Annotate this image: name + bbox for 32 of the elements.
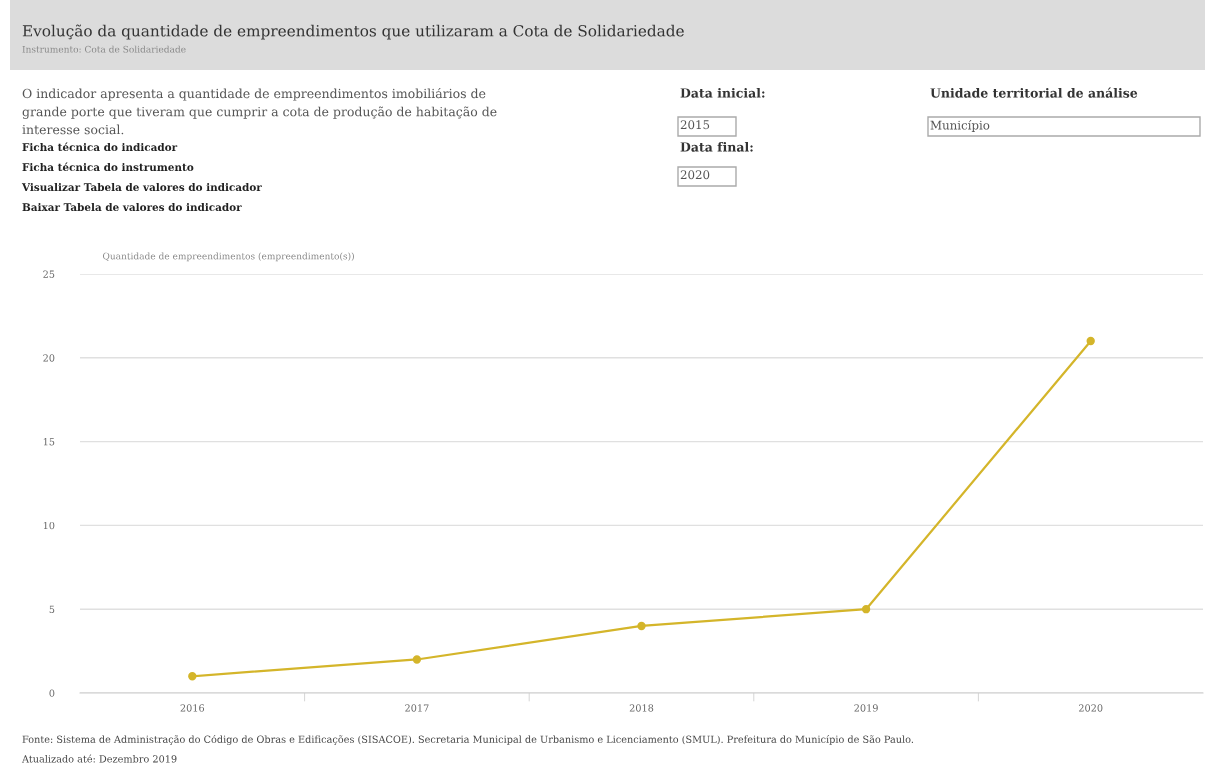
y-tick-label: 20 (43, 354, 55, 362)
x-tick-label: 2016 (180, 704, 205, 712)
y-tick-label: 25 (43, 270, 55, 278)
point (412, 655, 422, 664)
y-tick-label: 15 (43, 438, 55, 446)
text: O indicador apresenta a quantidade de empreendimentos imobiliários de grande porte que tiveram que cumprir a cota de produção de habitação de interesse social. (22, 88, 497, 135)
x-tick-label: 2017 (405, 704, 429, 712)
chart-title: Evolução da quantidade de empreendimentos que utilizaram a Cota de Solidariedade (22, 24, 684, 40)
text: Baixar Tabela de valores do indicador (22, 203, 242, 212)
text: Município (930, 120, 990, 132)
point (861, 605, 871, 614)
chart-subtitle: Instrumento: Cota de Solidariedade (22, 45, 186, 53)
point (188, 672, 197, 681)
x-tick-label: 2020 (1078, 704, 1103, 712)
y-tick-label: 10 (43, 521, 55, 530)
text: Data final: (680, 142, 753, 152)
x-tick-label: 2018 (629, 704, 654, 712)
source-note: Fonte: Sistema de Administração do Código de Obras e Edificações (SISACOE). Secretaria Municipal de Urbanismo e Licenciamento (SMUL). Prefeitura do Município de São Paulo. (22, 735, 914, 745)
text: Ficha técnica do indicador (22, 142, 178, 152)
text: Data inicial: (680, 88, 765, 98)
text: 2020 (680, 170, 710, 180)
text: Visualizar Tabela de valores do indicador (21, 183, 262, 192)
text: 2015 (680, 120, 710, 130)
text: Unidade territorial de análise (930, 87, 1138, 98)
x-tick-label: 2019 (854, 704, 878, 712)
text: Atualizado até: Dezembro 2019 (21, 754, 177, 763)
point (1086, 336, 1095, 346)
y-axis-title: Quantidade de empreendimentos (empreendimento(s)) (102, 252, 354, 262)
y-tick-label: 0 (49, 689, 55, 697)
y-tick-label: 5 (49, 605, 55, 614)
text: Ficha técnica do instrumento (22, 162, 194, 172)
point (637, 621, 646, 631)
